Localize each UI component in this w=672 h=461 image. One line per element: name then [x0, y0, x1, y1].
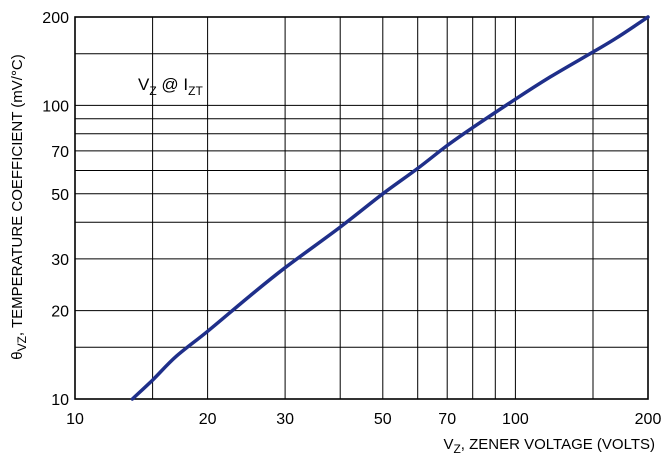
- y-label-rest: , TEMPERATURE COEFFICIENT (mV/°C): [9, 54, 26, 336]
- x-tick-label: 10: [66, 411, 84, 428]
- plot-frame: [74, 16, 649, 400]
- y-tick-label: 20: [51, 304, 69, 321]
- series-line: [130, 15, 650, 401]
- y-tick-label: 30: [51, 252, 69, 269]
- annotation-v-sub: Z: [149, 84, 156, 98]
- y-tick-label: 10: [51, 392, 69, 409]
- x-tick-labels: 10 20 30 50 70 100 200: [66, 411, 661, 428]
- x-label-rest: , ZENER VOLTAGE (VOLTS): [461, 436, 655, 453]
- y-tick-label: 70: [51, 144, 69, 161]
- x-tick-label: 20: [199, 411, 217, 428]
- x-tick-label: 70: [438, 411, 456, 428]
- y-tick-label: 100: [42, 98, 69, 115]
- x-label-prefix: V: [443, 436, 453, 453]
- x-tick-label: 200: [635, 411, 662, 428]
- x-tick-label: 30: [276, 411, 294, 428]
- y-label-sub: VZ: [15, 336, 29, 351]
- y-axis-label: θVZ, TEMPERATURE COEFFICIENT (mV/°C): [9, 54, 29, 360]
- annotation-v: V: [138, 75, 150, 94]
- x-tick-label: 50: [374, 411, 392, 428]
- y-tick-label: 50: [51, 187, 69, 204]
- condition-annotation: VZ @ IZT: [138, 75, 203, 98]
- x-tick-label: 100: [502, 411, 529, 428]
- annotation-at: @ I: [157, 75, 188, 94]
- y-label-prefix: θ: [9, 351, 26, 359]
- x-axis-label: VZ, ZENER VOLTAGE (VOLTS): [443, 436, 655, 456]
- y-tick-label: 200: [42, 10, 69, 27]
- x-label-sub: Z: [453, 442, 460, 456]
- annotation-i-sub: ZT: [188, 84, 203, 98]
- y-tick-labels: 10 20 30 50 70 100 200: [42, 10, 69, 409]
